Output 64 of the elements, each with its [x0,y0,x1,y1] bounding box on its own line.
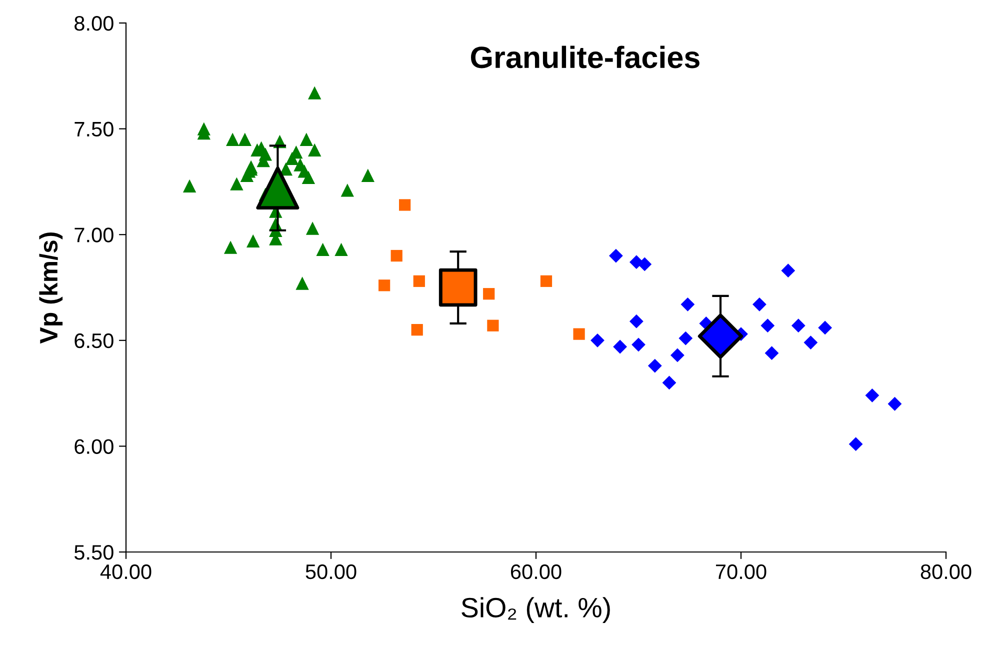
point [224,240,238,254]
x-tick-label: 40.00 [100,564,152,580]
point [848,437,863,452]
point [662,376,676,390]
y-tick-label: 6.00 [74,439,114,454]
point [648,358,662,373]
point [230,177,244,190]
point [680,297,695,312]
point [378,280,390,292]
y-tick-label: 8.00 [74,16,114,31]
point [888,396,902,411]
point [865,388,880,402]
x-tick-label: 70.00 [716,564,766,580]
point [573,328,585,340]
x-tick-label: 80.00 [920,564,972,580]
point [334,242,348,256]
point [609,248,623,263]
x-tick-label: 50.00 [306,564,356,580]
point [246,234,260,248]
y-axis-title: Vp (km/s) [39,232,63,344]
point [670,348,684,362]
y-tick-label: 6.50 [74,333,114,348]
point [238,132,252,146]
point [413,275,425,287]
y-tick-label: 5.50 [74,545,114,560]
point [540,275,552,287]
x-tick-label: 60.00 [510,564,562,580]
point [390,250,402,262]
point [300,132,313,146]
point [240,168,254,182]
point [590,333,604,348]
point [698,314,744,359]
point [678,331,693,346]
point [308,143,322,157]
point [818,320,832,335]
point [398,199,411,211]
point [438,268,478,307]
point [638,257,652,272]
point [764,346,779,360]
point [630,314,644,328]
point [483,288,495,300]
point [781,264,796,278]
point [296,276,309,290]
point [804,336,818,350]
point [632,338,646,352]
point [752,297,766,312]
x-axis-title: SiO₂ (wt. %) [462,597,610,623]
point [613,340,627,354]
point [760,318,775,333]
point [791,318,806,333]
point [316,242,330,256]
y-tick-label: 7.00 [74,228,114,242]
point [487,320,499,332]
point [226,132,240,146]
point [411,324,423,336]
text: Granulite-facies [470,46,700,68]
point [256,166,300,210]
point [302,170,316,184]
point [361,168,374,182]
point [306,222,320,235]
point [308,86,322,100]
point [182,179,196,193]
point [340,184,354,197]
y-tick-label: 7.50 [74,122,114,137]
